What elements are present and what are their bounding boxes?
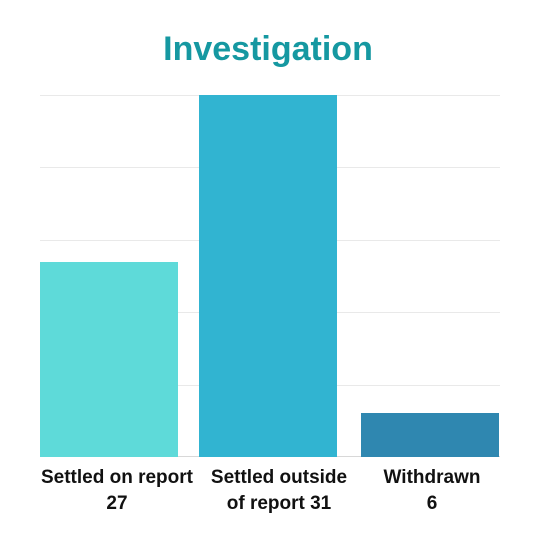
bar-2 bbox=[361, 413, 499, 457]
x-label-line1: Withdrawn bbox=[364, 465, 500, 491]
x-label-line2: 6 bbox=[364, 491, 500, 517]
x-label-1: Settled outsideof report 31 bbox=[194, 465, 364, 516]
bar-0 bbox=[40, 262, 178, 457]
x-label-2: Withdrawn6 bbox=[364, 465, 500, 516]
bar-1 bbox=[199, 95, 337, 457]
chart-title: Investigation bbox=[0, 30, 536, 69]
x-label-0: Settled on report27 bbox=[40, 465, 194, 516]
x-label-line1: Settled on report bbox=[40, 465, 194, 491]
x-label-line2: of report 31 bbox=[194, 491, 364, 517]
x-axis-labels: Settled on report27Settled outsideof rep… bbox=[40, 465, 500, 516]
chart-container: Investigation Settled on report27Settled… bbox=[0, 0, 536, 536]
plot-area bbox=[40, 95, 500, 457]
x-label-line2: 27 bbox=[40, 491, 194, 517]
x-label-line1: Settled outside bbox=[194, 465, 364, 491]
